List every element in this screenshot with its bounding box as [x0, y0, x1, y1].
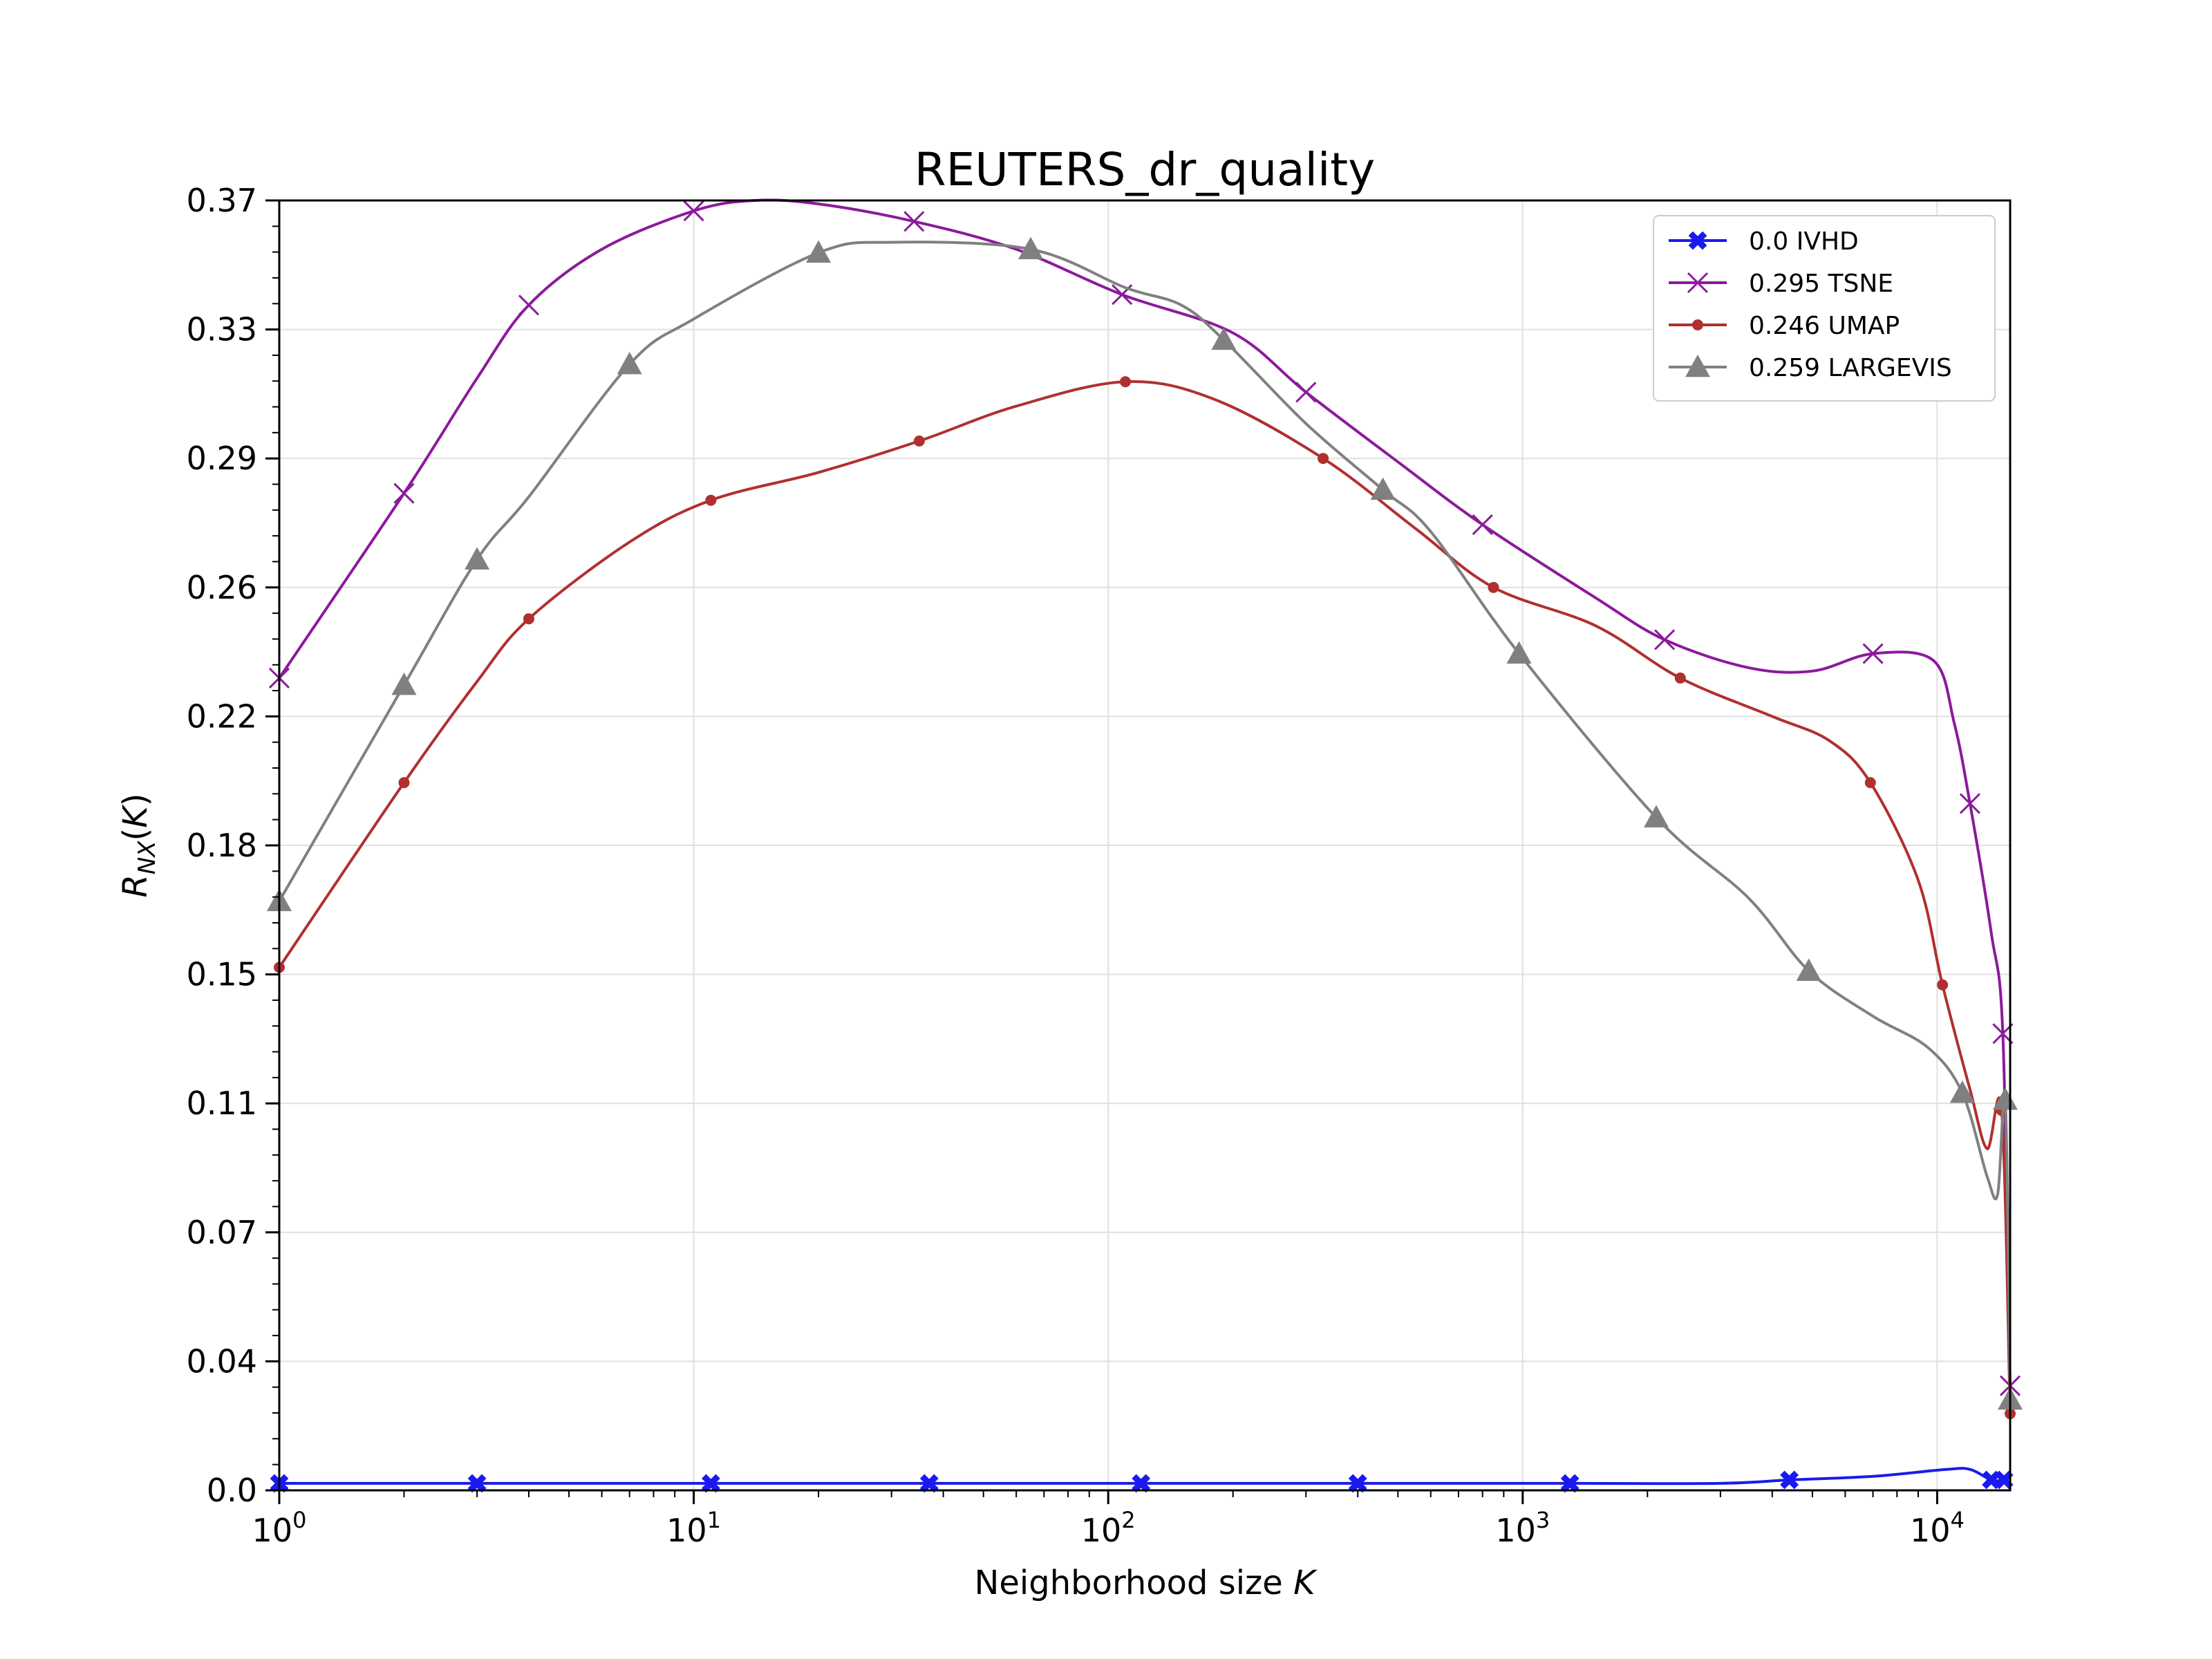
data-point: [919, 1474, 939, 1493]
y-tick-label: 0.04: [187, 1342, 257, 1380]
series-layer: [267, 198, 2023, 1493]
data-point: [913, 435, 925, 447]
data-point: [1644, 805, 1669, 828]
data-point: [1018, 236, 1044, 260]
legend-entry: 0.246 UMAP: [1669, 312, 1900, 340]
series-line: [278, 198, 2012, 1386]
data-point: [702, 1474, 720, 1493]
data-point: [1862, 643, 1884, 664]
data-point: [1318, 453, 1329, 465]
data-point: [1780, 1470, 1799, 1490]
chart-title: REUTERS_dr_quality: [915, 143, 1375, 196]
data-point: [1211, 327, 1237, 350]
data-point: [1295, 382, 1317, 403]
data-point: [1370, 477, 1396, 500]
axis-ticks: 0.0 0.04 0.07 0.11 0.15 0.18 0.22 0.26 0.29 0.33 0…: [187, 182, 1965, 1549]
data-point: [1994, 1470, 2014, 1490]
y-tick-label: 0.29: [187, 440, 257, 477]
series-line: [278, 380, 2012, 1414]
data-point: [467, 1474, 487, 1493]
data-point: [1796, 958, 1821, 981]
data-point: [393, 482, 415, 504]
data-point: [1937, 979, 1949, 991]
x-tick-label: 100: [252, 1507, 307, 1549]
data-point: [1560, 1474, 1580, 1493]
y-tick-label: 0.37: [187, 182, 257, 219]
data-point: [1864, 777, 1876, 789]
legend-entry: 0.295 TSNE: [1669, 270, 1893, 298]
data-point: [398, 777, 410, 789]
data-point: [1674, 672, 1686, 684]
data-point: [1959, 793, 1980, 814]
y-tick-label: 0.15: [187, 956, 257, 993]
data-point: [1132, 1474, 1151, 1493]
legend-label: 0.295 TSNE: [1749, 270, 1893, 298]
y-tick-label: 0.18: [187, 827, 257, 864]
series-2: [268, 198, 2021, 1396]
data-point: [1506, 641, 1532, 664]
data-point: [1992, 1087, 2018, 1110]
data-point: [806, 240, 832, 263]
legend-entry: 0.0 IVHD: [1669, 227, 1859, 256]
data-point: [617, 352, 642, 375]
legend-box: [1653, 215, 1996, 402]
y-axis-label: RNX(K): [116, 793, 161, 897]
y-tick-label: 0.07: [187, 1214, 257, 1251]
data-point: [705, 494, 717, 506]
legend-swatch-marker: [1692, 319, 1703, 330]
legend-label: 0.259 LARGEVIS: [1749, 354, 1952, 382]
data-point: [1488, 581, 1499, 593]
series-1: [270, 1467, 2014, 1493]
data-point: [903, 211, 925, 232]
data-point: [518, 294, 540, 316]
data-point: [1120, 376, 1132, 388]
series-4: [267, 236, 2023, 1410]
data-point: [391, 673, 417, 695]
y-tick-label: 0.11: [187, 1085, 257, 1122]
legend-swatch-marker: [1685, 355, 1710, 377]
x-tick-label: 102: [1081, 1507, 1136, 1549]
legend-entry: 0.259 LARGEVIS: [1669, 354, 1952, 382]
data-point: [523, 613, 534, 625]
x-tick-label: 101: [666, 1507, 721, 1549]
legend-swatch-marker: [1687, 272, 1709, 294]
legend: 0.0 IVHD 0.295 TSNE 0.246 UMAP 0.259 LARGEV…: [1653, 215, 1996, 402]
legend-swatch-marker: [1688, 231, 1707, 250]
y-tick-label: 0.26: [187, 569, 257, 606]
legend-label: 0.246 UMAP: [1749, 312, 1900, 340]
y-tick-label: 0.22: [187, 697, 257, 735]
data-point: [465, 547, 490, 570]
data-point: [1949, 1080, 1975, 1103]
data-point: [1348, 1474, 1367, 1493]
legend-label: 0.0 IVHD: [1749, 227, 1859, 256]
x-tick-label: 103: [1495, 1507, 1550, 1549]
x-tick-label: 104: [1910, 1507, 1965, 1549]
x-axis-label: Neighborhood size K: [974, 1564, 1318, 1602]
y-tick-label: 0.33: [187, 311, 257, 348]
y-tick-label: 0.0: [207, 1472, 257, 1509]
data-point: [683, 200, 704, 222]
data-point: [1654, 629, 1676, 650]
series-line: [279, 1467, 2012, 1485]
data-point: [1472, 514, 1493, 536]
